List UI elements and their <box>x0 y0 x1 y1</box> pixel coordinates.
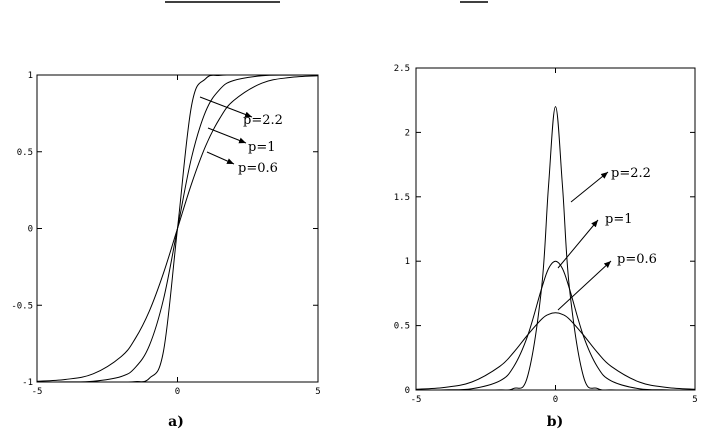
x-tick-label: 5 <box>315 387 320 397</box>
y-tick-label: 1 <box>28 71 33 81</box>
y-tick-label: 0.5 <box>394 322 410 332</box>
annotation-label: p=1 <box>248 140 276 155</box>
y-tick-label: 0 <box>405 386 410 396</box>
annotation-label: p=2.2 <box>243 113 283 128</box>
annotation-arrow <box>570 171 609 203</box>
annotation-label: p=2.2 <box>611 166 651 181</box>
x-tick-label: 5 <box>692 395 697 405</box>
x-tick-label: -5 <box>411 395 422 405</box>
chart-panel-b: 2.521.510.50-5 0 5p=2.2p=1p=0.6b) <box>394 64 698 430</box>
y-tick-label: -1 <box>22 378 33 388</box>
x-tick-label: -5 <box>32 387 43 397</box>
series-line-p0-6 <box>36 75 319 382</box>
y-tick-label: 1 <box>405 257 410 267</box>
annotation-arrow <box>206 151 235 165</box>
plot-frame <box>415 67 696 391</box>
series-line-p0-6 <box>415 312 696 390</box>
series-line-p2-2 <box>416 106 695 391</box>
y-tick-label: 0 <box>28 225 33 235</box>
y-tick-label: 2.5 <box>394 64 410 74</box>
annotation-label: p=0.6 <box>238 161 278 176</box>
panel-label: a) <box>168 414 184 430</box>
y-tick-label: 1.5 <box>394 193 410 203</box>
y-tick-label: 0.5 <box>17 148 33 158</box>
panel-label: b) <box>547 414 563 430</box>
y-tick-label: -0.5 <box>11 301 33 311</box>
series-line-p1 <box>415 260 696 391</box>
annotation-arrow <box>207 127 247 144</box>
annotation-arrow <box>199 96 253 118</box>
annotation-label: p=0.6 <box>617 252 657 267</box>
y-tick-label: 2 <box>405 128 410 138</box>
chart-panel-a: 1 0.5 0 -0.5 -1-5 0 5 p=2.2 p=1 p=0.6 a) <box>11 71 320 430</box>
annotation-arrow <box>557 260 612 311</box>
annotation-arrow <box>557 219 599 269</box>
x-tick-label: 0 <box>553 395 558 405</box>
annotation-label: p=1 <box>605 212 633 227</box>
x-tick-label: 0 <box>175 387 180 397</box>
